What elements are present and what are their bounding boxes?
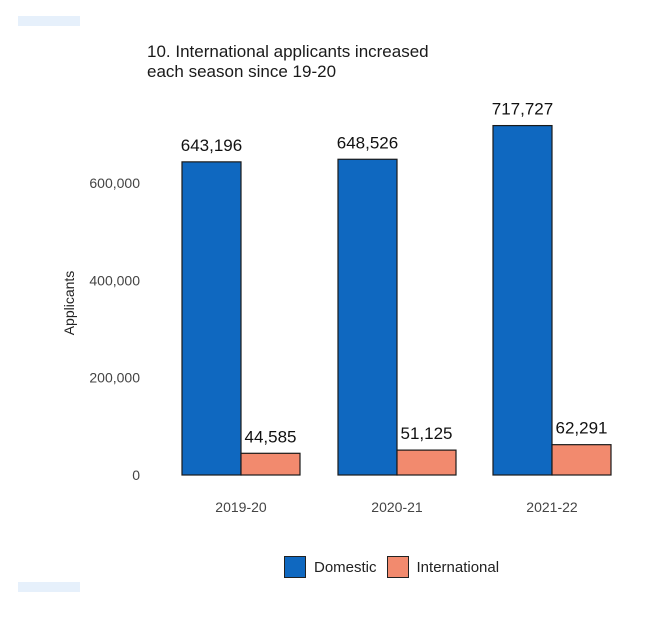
x-tick-label: 2019-20 [215, 499, 267, 515]
bar-international-2020-21 [396, 449, 457, 476]
data-label-international-2021-22: 62,291 [556, 419, 608, 438]
legend-swatch-international [386, 556, 409, 578]
legend-label-domestic: Domestic [314, 558, 377, 576]
chart-title-line-2: each season since 19-20 [147, 62, 337, 81]
legend-label-international: International [416, 558, 500, 576]
y-axis-title: Applicants [61, 271, 77, 336]
legend-item-international: International [386, 556, 500, 578]
bar-domestic-2021-22 [492, 124, 553, 476]
data-label-domestic-2019-20: 643,196 [181, 136, 242, 155]
chart-legend: Domestic International [284, 556, 509, 578]
bar-domestic-2020-21 [337, 158, 398, 476]
legend-item-domestic: Domestic [284, 556, 377, 578]
bottom-decoration [18, 582, 80, 592]
y-tick-label: 400,000 [89, 272, 140, 288]
chart-title-line-1: 10. International applicants increased [147, 42, 429, 61]
x-tick-label: 2021-22 [526, 499, 578, 515]
y-tick-label: 200,000 [89, 370, 140, 386]
bar-domestic-2019-20 [181, 161, 242, 476]
top-decoration [18, 16, 80, 26]
data-label-international-2019-20: 44,585 [245, 427, 297, 446]
legend-swatch-domestic [284, 556, 306, 578]
data-label-international-2020-21: 51,125 [401, 424, 453, 443]
bar-international-2019-20 [240, 452, 301, 476]
x-tick-label: 2020-21 [371, 499, 423, 515]
data-label-domestic-2021-22: 717,727 [492, 100, 553, 119]
bar-international-2021-22 [551, 444, 612, 476]
y-tick-label: 600,000 [89, 175, 140, 191]
y-tick-label: 0 [132, 467, 140, 483]
data-label-domestic-2020-21: 648,526 [337, 133, 398, 152]
